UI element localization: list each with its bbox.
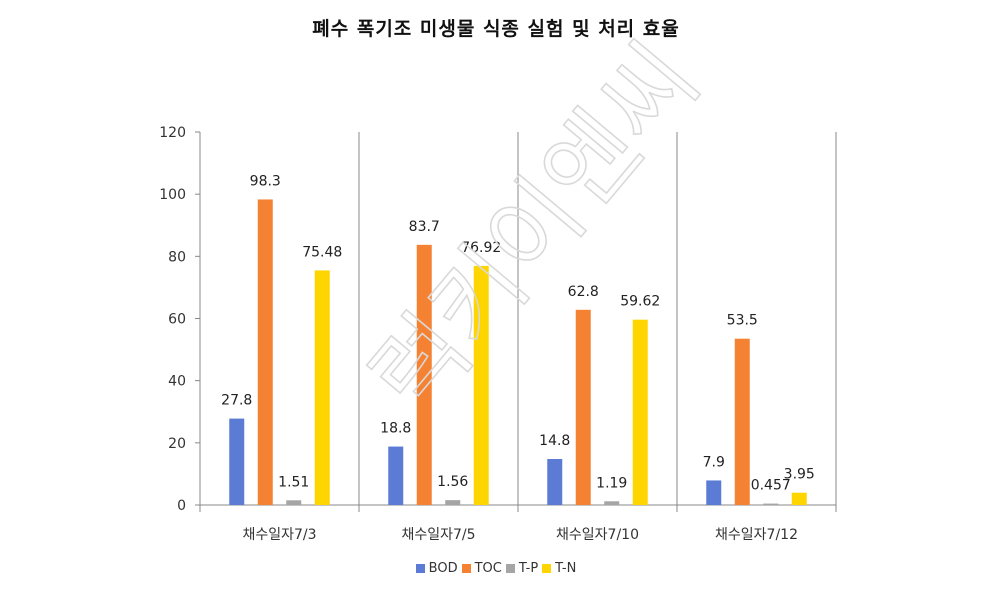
bar-toc — [257, 199, 273, 505]
legend-swatch — [542, 564, 552, 573]
x-tick-label: 채수일자7/3 — [242, 527, 316, 543]
bar-t-n — [473, 265, 489, 505]
bar-t-p — [604, 501, 620, 505]
axes: 0 20 40 60 80 100 120 채수일자7/3 채수일자7/5 채수일자7/10 채수일… — [159, 125, 837, 543]
data-label: 76.92 — [461, 240, 501, 256]
legend-label: BOD — [428, 561, 458, 576]
legend-swatch — [415, 564, 425, 573]
data-label: 0.457 — [751, 478, 791, 494]
data-label: 53.5 — [727, 313, 758, 329]
legend: BOD TOC T-P T-N — [0, 561, 992, 577]
watermark: 럭키이엔씨 — [350, 24, 720, 434]
data-label: 1.51 — [278, 474, 309, 490]
data-label: 59.62 — [620, 294, 660, 310]
data-label: 3.95 — [784, 467, 815, 483]
y-tick-label: 40 — [168, 374, 186, 390]
y-tick-label: 0 — [177, 498, 186, 514]
bar-toc — [734, 338, 750, 505]
bar-bod — [388, 446, 404, 505]
y-tick-label: 100 — [159, 187, 186, 203]
data-label: 14.8 — [539, 433, 570, 449]
bar-bod — [229, 418, 245, 505]
bar-t-n — [632, 319, 648, 505]
bar-t-p — [445, 500, 461, 505]
bar-chart: 0 20 40 60 80 100 120 채수일자7/3 채수일자7/5 채수일자7/10 채수일… — [159, 23, 837, 543]
bar-t-p — [763, 503, 779, 505]
data-label: 83.7 — [409, 219, 440, 235]
y-tick-label: 80 — [168, 249, 186, 265]
legend-label: T-P — [518, 561, 539, 576]
legend-item-toc: TOC — [461, 561, 502, 576]
data-label: 1.56 — [437, 474, 468, 490]
bar-toc — [575, 309, 591, 505]
y-tick-label: 120 — [159, 125, 186, 141]
bar-bod — [706, 480, 722, 505]
bar-t-n — [314, 270, 330, 505]
legend-label: T-N — [555, 561, 577, 576]
bars — [229, 199, 807, 505]
bar-bod — [547, 458, 563, 505]
data-label: 27.8 — [221, 393, 252, 409]
data-label: 62.8 — [568, 284, 599, 300]
data-label: 7.9 — [703, 454, 725, 470]
x-tick-label: 채수일자7/10 — [556, 527, 639, 543]
x-tick-label: 채수일자7/12 — [715, 527, 798, 543]
chart-title: 폐수 폭기조 미생물 식종 실험 및 처리 효율 — [312, 18, 680, 40]
bar-t-p — [286, 500, 302, 505]
data-label: 1.19 — [596, 475, 627, 491]
legend-item-t-n: T-N — [542, 561, 576, 576]
y-tick-label: 20 — [168, 436, 186, 452]
legend-swatch — [461, 564, 471, 573]
bar-t-n — [791, 492, 807, 505]
legend-item-bod: BOD — [415, 561, 458, 576]
data-labels: 27.8 18.8 14.8 7.9 98.3 83.7 62.8 53.5 1.51 1.56 1… — [221, 173, 815, 493]
bar-toc — [416, 244, 432, 505]
legend-label: TOC — [474, 561, 502, 576]
legend-swatch — [505, 564, 515, 573]
y-tick-label: 60 — [168, 312, 186, 328]
data-label: 98.3 — [250, 173, 281, 189]
data-label: 18.8 — [380, 421, 411, 437]
legend-item-t-p: T-P — [505, 561, 539, 576]
x-tick-label: 채수일자7/5 — [401, 527, 475, 543]
data-label: 75.48 — [302, 244, 342, 260]
